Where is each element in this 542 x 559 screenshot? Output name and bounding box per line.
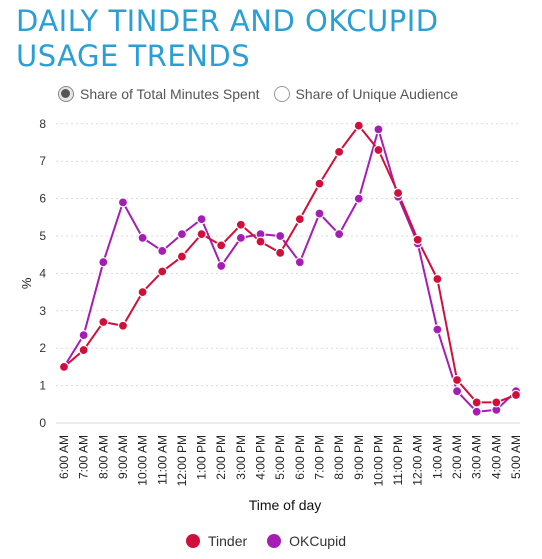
- data-point-tinder: [196, 229, 207, 240]
- data-point-okcupid: [117, 197, 129, 208]
- data-point-tinder: [314, 178, 325, 189]
- x-tick-label: 3:00 PM: [234, 435, 248, 480]
- data-point-tinder: [334, 146, 345, 157]
- series-line-tinder: [63, 124, 517, 404]
- radio-unique-audience[interactable]: Share of Unique Audience: [273, 86, 459, 102]
- data-point-okcupid: [294, 257, 305, 268]
- x-tick-label: 11:00 PM: [391, 435, 405, 485]
- data-point-okcupid: [157, 245, 168, 257]
- data-point-okcupid: [235, 232, 246, 243]
- y-tick-label: 3: [39, 304, 46, 318]
- x-tick-label: 8:00 PM: [332, 435, 346, 480]
- x-tick-label: 8:00 AM: [96, 435, 110, 479]
- x-tick-label: 4:00 PM: [254, 435, 268, 480]
- y-axis-label: %: [19, 277, 34, 289]
- data-point-tinder: [255, 236, 266, 247]
- radio-total-minutes[interactable]: Share of Total Minutes Spent: [58, 86, 260, 102]
- data-point-okcupid: [176, 229, 188, 240]
- data-point-tinder: [157, 266, 168, 277]
- data-point-okcupid: [98, 257, 109, 268]
- data-point-okcupid: [78, 330, 89, 341]
- data-point-tinder: [137, 287, 148, 298]
- x-tick-label: 12:00 PM: [175, 435, 189, 486]
- radio-unselected-icon[interactable]: [273, 86, 290, 102]
- data-point-tinder: [353, 120, 364, 131]
- chart-legend: Tinder OKCupid: [186, 533, 346, 549]
- y-tick-label: 2: [39, 341, 46, 355]
- x-tick-label: 4:00 AM: [489, 435, 503, 479]
- data-point-tinder: [58, 361, 70, 372]
- x-tick-label: 1:00 PM: [195, 435, 209, 480]
- data-point-tinder: [491, 397, 502, 408]
- x-tick-label: 5:00 PM: [273, 435, 287, 480]
- series-line-okcupid: [63, 128, 517, 413]
- legend-item-tinder[interactable]: Tinder: [186, 533, 247, 549]
- data-point-okcupid: [216, 260, 227, 272]
- y-tick-label: 1: [39, 379, 46, 393]
- legend-tinder-label: Tinder: [208, 533, 248, 549]
- x-tick-label: 6:00 AM: [57, 435, 71, 479]
- data-point-okcupid: [334, 229, 345, 240]
- x-tick-label: 7:00 AM: [77, 435, 91, 479]
- data-point-tinder: [235, 219, 246, 230]
- x-tick-label: 5:00 AM: [509, 435, 523, 479]
- data-point-tinder: [216, 240, 227, 251]
- legend-tinder-marker-icon: [186, 534, 200, 548]
- x-tick-label: 2:00 PM: [214, 435, 228, 480]
- data-point-tinder: [373, 144, 384, 156]
- y-tick-label: 0: [39, 416, 46, 430]
- chart-title: DAILY TINDER AND OKCUPID USAGE TRENDS: [16, 4, 439, 73]
- line-chart: 0 1 2 3 4 5 6 7 8% 6:00 AM 7:00 AM 8:00 AM 9:00 AM 10…: [19, 117, 523, 513]
- x-tick-label: 1:00 AM: [430, 435, 444, 479]
- radio-selected-icon[interactable]: [58, 86, 74, 102]
- data-point-okcupid: [432, 324, 443, 335]
- data-point-tinder: [78, 344, 89, 356]
- x-tick-label: 12:00 AM: [411, 435, 425, 486]
- metric-radio-group: Share of Total Minutes Spent Share of Un…: [58, 83, 458, 105]
- data-point-okcupid: [275, 230, 286, 242]
- data-point-okcupid: [471, 406, 482, 417]
- x-tick-label: 7:00 PM: [312, 435, 326, 480]
- data-point-tinder: [451, 374, 463, 386]
- x-tick-label: 6:00 PM: [293, 435, 307, 480]
- data-point-tinder: [98, 316, 109, 328]
- data-point-okcupid: [353, 193, 364, 204]
- x-axis-label: Time of day: [249, 497, 322, 513]
- data-point-tinder: [392, 187, 404, 199]
- legend-okcupid-marker-icon: [267, 534, 282, 548]
- x-tick-label: 2:00 AM: [450, 435, 464, 479]
- x-tick-label: 10:00 AM: [136, 435, 150, 486]
- y-tick-label: 7: [39, 154, 46, 168]
- data-point-tinder: [432, 273, 443, 285]
- data-point-tinder: [510, 389, 522, 401]
- data-point-tinder: [117, 320, 129, 331]
- x-tick-label: 10:00 PM: [371, 435, 385, 486]
- legend-item-okcupid[interactable]: OKCupid: [267, 533, 346, 549]
- x-tick-label: 9:00 PM: [352, 435, 366, 480]
- y-tick-label: 8: [39, 117, 46, 131]
- radio-total-minutes-label: Share of Total Minutes Spent: [80, 86, 260, 102]
- data-point-tinder: [275, 247, 286, 258]
- x-tick-label: 9:00 AM: [116, 435, 130, 479]
- data-point-okcupid: [196, 214, 207, 225]
- data-point-tinder: [412, 234, 423, 245]
- legend-okcupid-label: OKCupid: [289, 533, 346, 549]
- x-tick-label: 3:00 AM: [470, 435, 484, 479]
- x-tick-label: 11:00 AM: [155, 435, 169, 485]
- radio-unique-audience-label: Share of Unique Audience: [295, 86, 459, 102]
- y-tick-label: 5: [39, 229, 46, 243]
- data-point-okcupid: [451, 386, 463, 397]
- data-point-tinder: [176, 251, 188, 262]
- data-point-tinder: [471, 397, 482, 408]
- data-point-okcupid: [137, 232, 148, 243]
- data-point-okcupid: [373, 124, 384, 135]
- data-point-okcupid: [314, 208, 325, 219]
- y-tick-label: 6: [39, 192, 46, 206]
- data-point-tinder: [294, 214, 305, 225]
- y-tick-label: 4: [39, 266, 46, 280]
